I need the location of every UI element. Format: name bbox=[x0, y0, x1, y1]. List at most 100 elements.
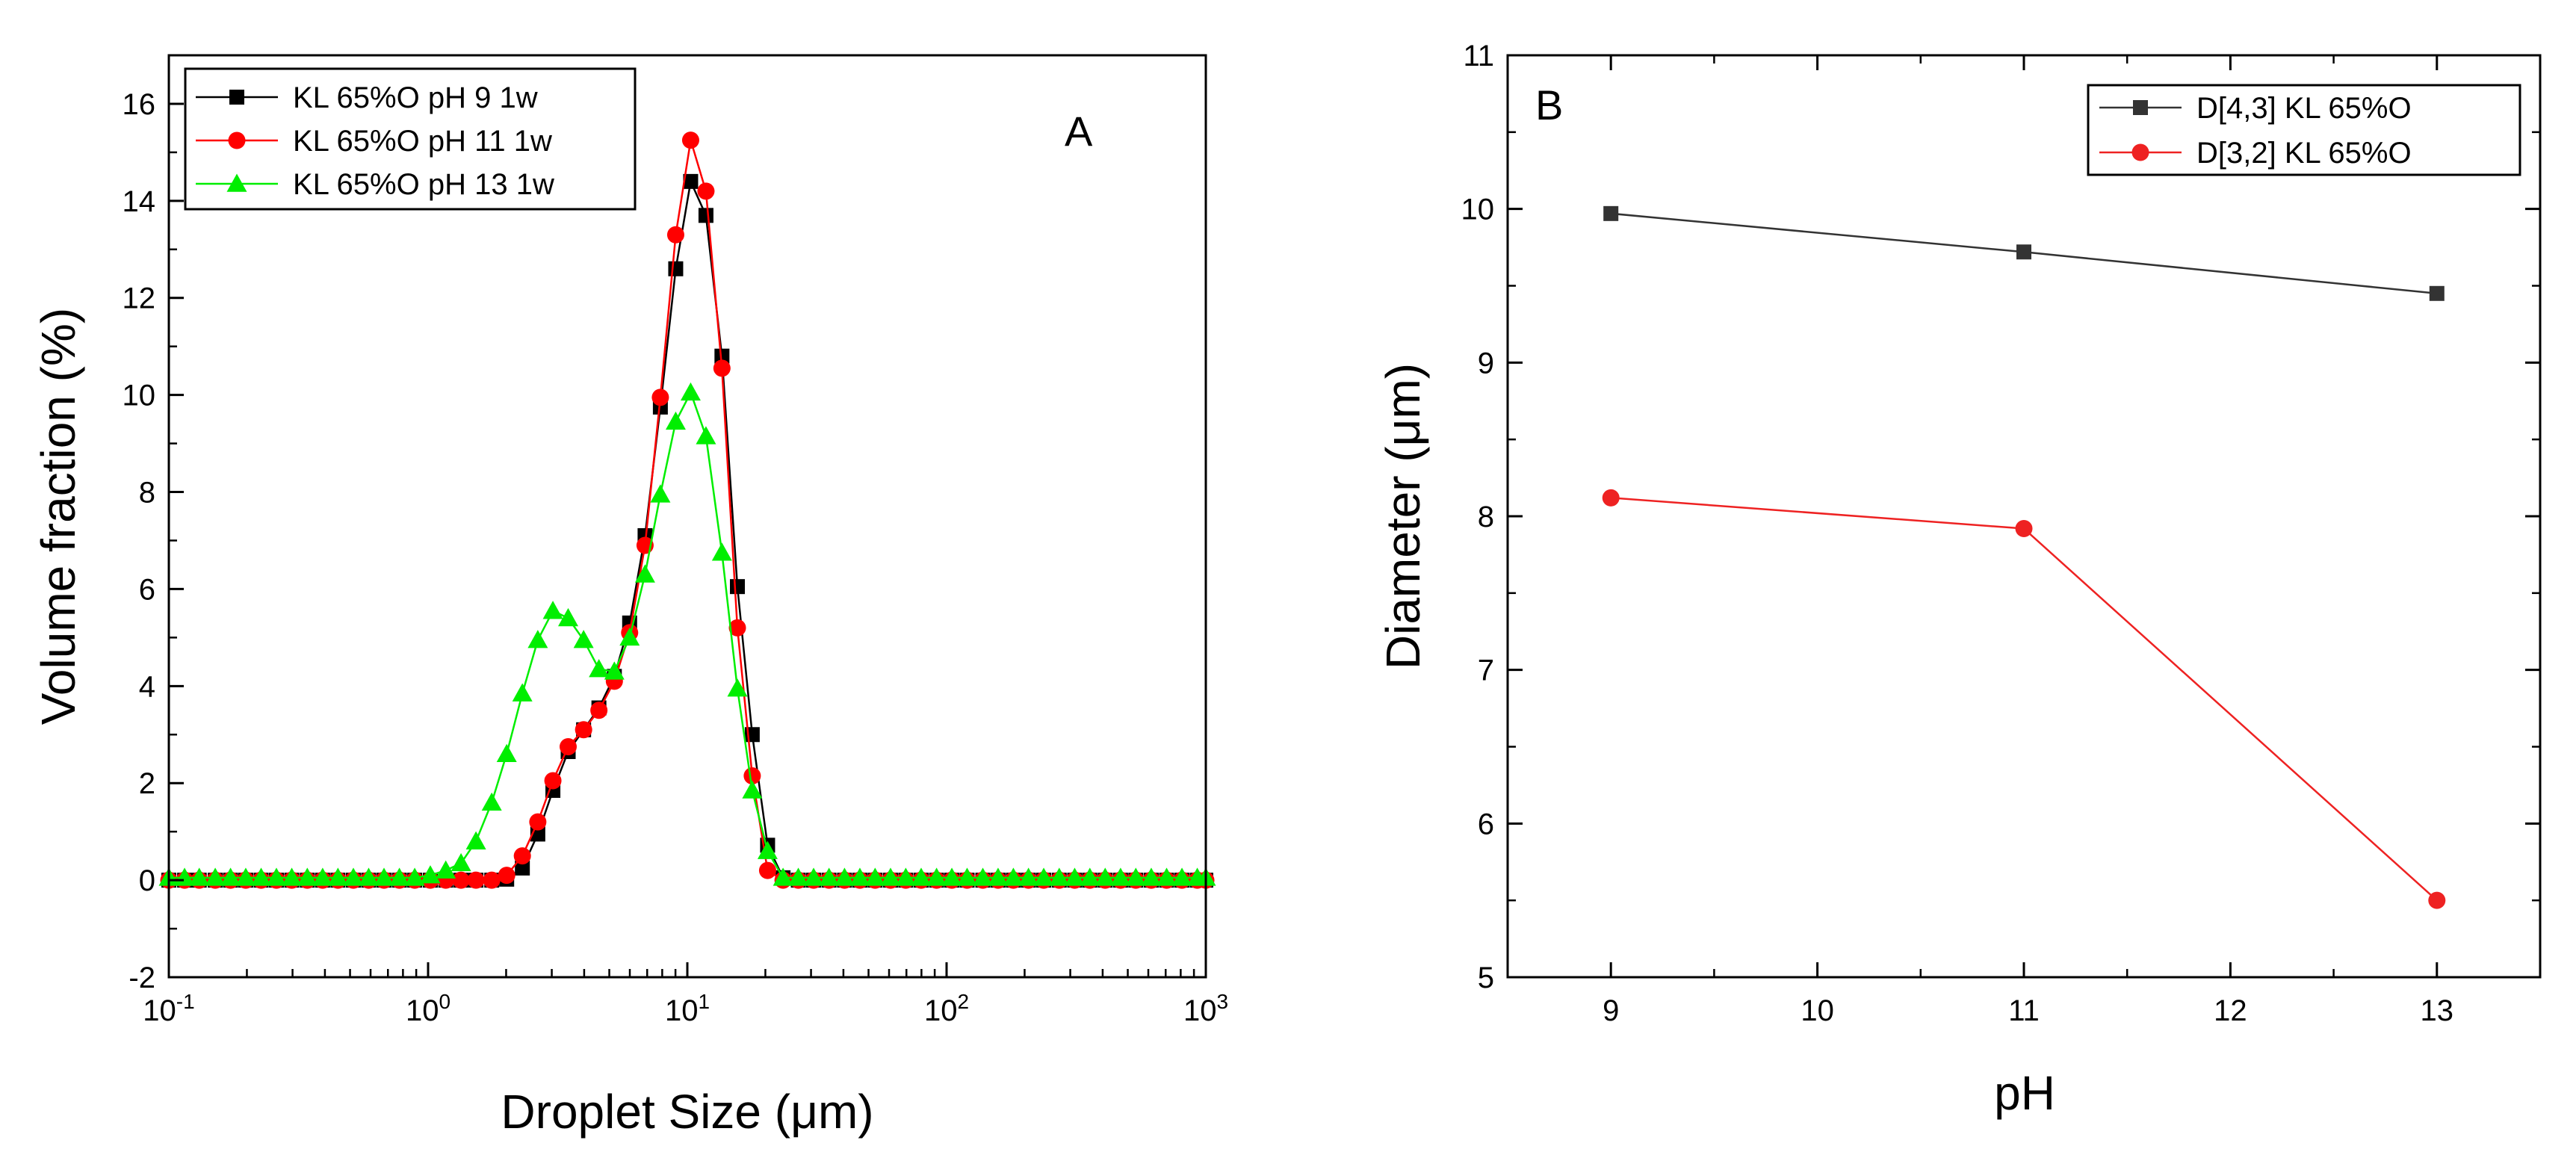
data-point-s3-60 bbox=[1080, 867, 1100, 886]
data-point-s2-1 bbox=[2015, 519, 2033, 537]
data-point-s3-21 bbox=[481, 792, 502, 811]
data-point-s3-16 bbox=[404, 867, 425, 886]
panel-b-legend-box bbox=[2087, 84, 2521, 176]
data-point-s3-54 bbox=[988, 867, 1009, 886]
data-point-s3-23 bbox=[512, 683, 533, 702]
data-point-s3-2 bbox=[189, 867, 210, 886]
data-point-s2-28 bbox=[590, 702, 608, 719]
data-point-s3-14 bbox=[374, 867, 394, 886]
data-point-s3-41 bbox=[788, 867, 809, 886]
data-point-s1-2 bbox=[2429, 285, 2445, 301]
data-point-s3-10 bbox=[312, 867, 333, 886]
data-point-s3-58 bbox=[1049, 867, 1070, 886]
data-point-s2-27 bbox=[575, 721, 592, 739]
y-tick-label: 5 bbox=[1478, 962, 1494, 994]
x-tick-label: 9 bbox=[1603, 994, 1619, 1027]
legend-marker-2 bbox=[2131, 143, 2149, 161]
panel-a-legend: KL 65%O pH 9 1w KL 65%O pH 11 1w KL 65%O p… bbox=[184, 67, 637, 211]
data-point-s3-31 bbox=[634, 564, 655, 583]
x-tick-label: 100 bbox=[406, 990, 451, 1027]
data-point-s2-33 bbox=[666, 226, 684, 244]
data-point-s3-56 bbox=[1018, 867, 1039, 886]
data-point-s3-55 bbox=[1003, 867, 1024, 886]
data-point-s2-25 bbox=[544, 772, 562, 790]
data-point-s3-35 bbox=[696, 426, 716, 445]
x-tick-label: 13 bbox=[2421, 994, 2454, 1027]
data-point-s2-24 bbox=[529, 813, 547, 831]
data-point-s3-27 bbox=[573, 630, 594, 648]
data-point-s2-26 bbox=[559, 738, 577, 755]
y-tick-label: 10 bbox=[123, 380, 156, 412]
data-point-s1-23 bbox=[515, 860, 530, 876]
data-point-s2-32 bbox=[651, 388, 669, 406]
data-point-s3-26 bbox=[557, 607, 578, 627]
data-point-s2-35 bbox=[697, 182, 715, 200]
data-point-s3-5 bbox=[235, 867, 256, 886]
legend-label-3: KL 65%O pH 13 1w bbox=[293, 168, 554, 201]
y-tick-label: 7 bbox=[1478, 654, 1494, 687]
legend-marker-2 bbox=[228, 131, 246, 149]
y-tick-label: 14 bbox=[123, 185, 156, 218]
legend-label-1: KL 65%O pH 9 1w bbox=[293, 81, 538, 114]
data-point-s3-37 bbox=[727, 678, 748, 697]
panel-a-annotation: A bbox=[1065, 108, 1093, 155]
data-point-s3-48 bbox=[895, 867, 916, 886]
panel-b-chart: 5 6 7 8 9 10 11 9 10 11 12 13 pH Diameter (μm) B D[… bbox=[1376, 40, 2542, 1120]
data-point-s2-36 bbox=[713, 359, 731, 377]
panel-b-legend: D[4,3] KL 65%O D[3,2] KL 65%O bbox=[2087, 84, 2521, 176]
x-tick-label: 10-1 bbox=[143, 990, 194, 1027]
series-line-2 bbox=[169, 140, 1206, 882]
y-tick-label: 6 bbox=[139, 573, 155, 606]
data-point-s2-39 bbox=[758, 861, 776, 879]
legend-marker-1 bbox=[2133, 100, 2148, 115]
data-point-s3-8 bbox=[282, 867, 303, 886]
data-point-s3-30 bbox=[619, 627, 640, 646]
data-point-s2-23 bbox=[513, 847, 531, 865]
legend-marker-3 bbox=[226, 173, 247, 192]
data-point-s3-59 bbox=[1064, 867, 1085, 886]
panel-a-x-axis-label: Droplet Size (μm) bbox=[501, 1085, 873, 1139]
y-tick-label: 8 bbox=[1478, 501, 1494, 533]
data-point-s3-44 bbox=[834, 867, 855, 886]
data-point-s3-15 bbox=[389, 867, 410, 886]
x-tick-label: 103 bbox=[1183, 990, 1228, 1027]
data-point-s1-35 bbox=[698, 208, 713, 223]
data-point-s3-61 bbox=[1095, 867, 1115, 886]
panel-b-frame bbox=[1506, 54, 2542, 979]
data-point-s3-62 bbox=[1110, 867, 1131, 886]
data-point-s3-66 bbox=[1171, 867, 1192, 886]
y-tick-label: 2 bbox=[139, 767, 155, 800]
data-point-s3-17 bbox=[420, 865, 441, 884]
data-point-s3-13 bbox=[358, 867, 379, 886]
y-tick-label: 4 bbox=[139, 670, 155, 703]
data-point-s3-46 bbox=[864, 867, 885, 886]
data-point-s3-42 bbox=[803, 867, 824, 886]
x-tick-label: 102 bbox=[924, 990, 969, 1027]
legend-marker-1 bbox=[229, 90, 244, 105]
data-point-s3-57 bbox=[1033, 867, 1054, 886]
data-point-s2-19 bbox=[452, 871, 470, 889]
data-point-s3-22 bbox=[496, 743, 517, 763]
data-point-s2-38 bbox=[743, 767, 761, 784]
y-tick-label: 9 bbox=[1478, 347, 1494, 380]
x-tick-label: 12 bbox=[2214, 994, 2247, 1027]
data-point-s3-51 bbox=[941, 867, 962, 886]
data-point-s1-36 bbox=[714, 348, 730, 364]
y-tick-label: 11 bbox=[1463, 40, 1494, 72]
data-point-s1-33 bbox=[668, 261, 684, 276]
data-point-s3-34 bbox=[680, 382, 701, 401]
data-point-s3-12 bbox=[343, 867, 364, 886]
data-point-s3-65 bbox=[1157, 867, 1177, 886]
legend-label-2: D[3,2] KL 65%O bbox=[2196, 137, 2412, 170]
x-tick-label: 101 bbox=[665, 990, 710, 1027]
data-point-s3-38 bbox=[742, 780, 763, 799]
data-point-s2-21 bbox=[483, 871, 501, 889]
series-line-2 bbox=[1611, 497, 2438, 902]
panel-b-x-axis-label: pH bbox=[1994, 1066, 2055, 1120]
data-point-s3-7 bbox=[266, 867, 287, 886]
legend-label-1: D[4,3] KL 65%O bbox=[2196, 92, 2412, 125]
data-point-s1-0 bbox=[1603, 205, 1619, 221]
y-tick-label: 0 bbox=[139, 864, 155, 897]
data-point-s3-43 bbox=[819, 867, 840, 886]
y-tick-label: 6 bbox=[1478, 808, 1494, 840]
